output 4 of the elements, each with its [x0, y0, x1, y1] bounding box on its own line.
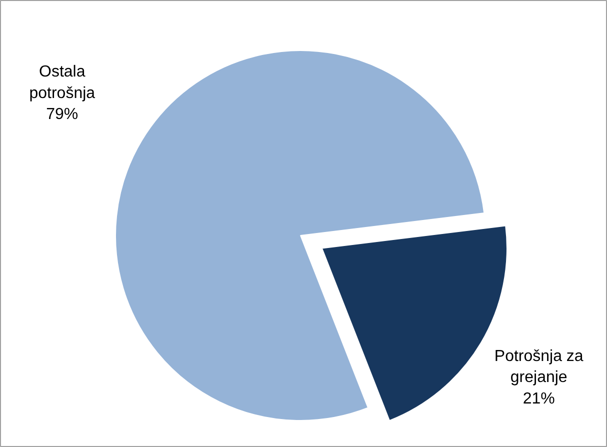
data-label: 79% — [46, 106, 78, 124]
data-label: 21% — [522, 390, 555, 408]
slice-label: Potrošnja za grejanje — [494, 348, 584, 386]
slice-label: Ostala potrošnja — [29, 64, 96, 102]
